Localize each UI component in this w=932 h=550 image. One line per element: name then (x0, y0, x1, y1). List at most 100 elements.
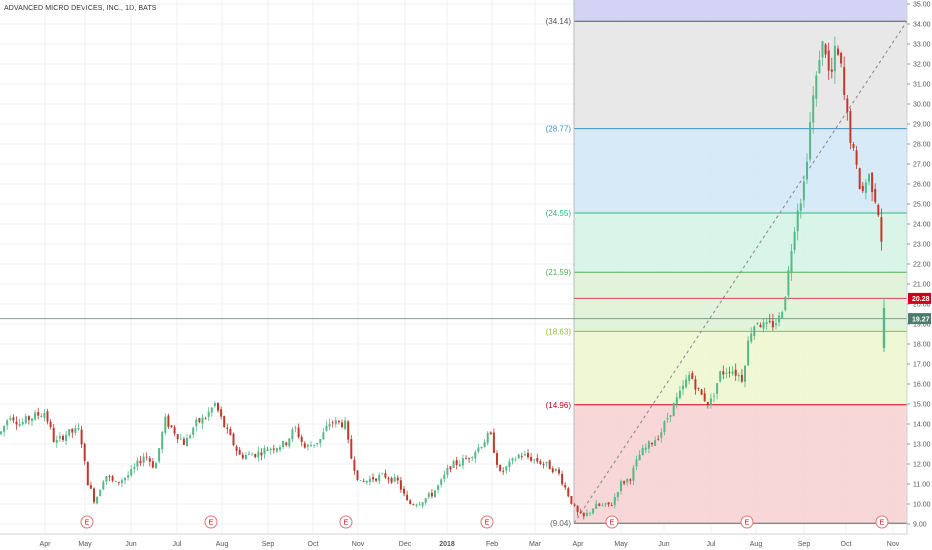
y-tick-label: 28.00 (913, 142, 931, 149)
candle-body (294, 427, 297, 429)
candle-body (632, 467, 635, 481)
candle-body (12, 417, 15, 421)
candle-body (40, 415, 43, 417)
earnings-marker (204, 515, 218, 529)
candle-body (787, 270, 790, 296)
candle-body (864, 182, 867, 193)
candle-body (700, 389, 703, 395)
fib-level-label: (14.96) (546, 401, 572, 410)
earnings-marker (605, 515, 619, 529)
y-tick-label: 21.00 (913, 282, 931, 289)
x-tick-label: Dec (399, 541, 412, 548)
fib-zone (574, 272, 907, 332)
candle-body (768, 321, 771, 322)
candle-body (505, 466, 508, 471)
candle-body (737, 374, 740, 377)
candle-body (644, 447, 647, 450)
candle-body (337, 420, 340, 423)
candle-body (257, 451, 260, 458)
candle-body (582, 512, 585, 517)
candle-body (124, 477, 126, 481)
candle-body (235, 446, 238, 451)
candle-body (762, 322, 765, 329)
candle-body (418, 504, 421, 506)
candle-body (291, 429, 294, 440)
candle-body (771, 321, 774, 328)
candle-body (223, 416, 226, 428)
candle-body (871, 172, 874, 193)
earnings-marker-label: E (209, 520, 214, 527)
candle-body (520, 455, 523, 457)
candle-body (666, 418, 669, 420)
candle-body (669, 415, 672, 417)
candle-body (440, 479, 443, 485)
candle-body (108, 476, 111, 477)
candle-body (855, 150, 858, 165)
earnings-marker (875, 515, 889, 529)
candle-body (133, 466, 136, 470)
y-tick-label: 12.00 (913, 462, 931, 469)
candle-body (344, 420, 347, 429)
candle-body (18, 424, 21, 426)
y-tick-label: 24.00 (913, 222, 931, 229)
candle-body (117, 481, 120, 483)
candle-body (139, 460, 142, 464)
candle-body (778, 315, 781, 323)
candle-body (362, 481, 365, 482)
candle-body (821, 41, 824, 58)
candle-body (396, 477, 399, 481)
y-tick-label: 16.00 (913, 382, 931, 389)
candle-body (170, 425, 173, 428)
candle-body (564, 484, 567, 488)
y-tick-label: 32.00 (913, 62, 931, 69)
candle-body (613, 497, 616, 505)
candle-body (551, 468, 554, 473)
candle-body (254, 454, 257, 458)
candle-body (734, 369, 737, 376)
candle-body (390, 478, 393, 483)
candle-body (83, 443, 86, 461)
candle-body (731, 371, 734, 374)
earnings-marker-label: E (85, 520, 90, 527)
candle-body (604, 503, 607, 505)
candle-body (319, 439, 322, 444)
candle-body (592, 508, 595, 514)
candle-body (818, 59, 821, 74)
candle-body (858, 168, 861, 190)
x-tick-label: Apr (40, 541, 52, 548)
candle-body (852, 144, 855, 148)
candle-body (9, 418, 12, 420)
candle-body (232, 433, 235, 446)
price-badge-label: 20.28 (912, 296, 930, 303)
candle-body (719, 371, 722, 382)
candle-body (353, 459, 356, 471)
candle-body (765, 322, 768, 324)
candle-body (750, 333, 753, 342)
earnings-marker-label: E (880, 520, 885, 527)
candle-body (0, 431, 2, 435)
candle-body (570, 495, 573, 504)
candle-body (548, 460, 551, 470)
candle-body (99, 489, 102, 497)
candle-body (607, 502, 610, 505)
candle-body (142, 456, 145, 463)
candle-body (716, 383, 719, 394)
candle-body (706, 401, 709, 405)
candle-body (678, 390, 681, 398)
candle-body (37, 412, 40, 416)
candle-body (372, 477, 374, 480)
candle-body (759, 324, 762, 328)
x-tick-label: Apr (573, 541, 585, 548)
candle-body (691, 373, 694, 379)
fib-level-label: (24.55) (546, 209, 572, 218)
candle-body (756, 322, 759, 325)
candle-body (204, 418, 207, 420)
candle-body (269, 448, 272, 451)
candle-body (176, 434, 179, 440)
candle-body (802, 181, 805, 201)
candle-body (877, 205, 880, 216)
candle-body (120, 480, 123, 483)
candle-body (282, 440, 285, 448)
candle-body (6, 420, 9, 426)
